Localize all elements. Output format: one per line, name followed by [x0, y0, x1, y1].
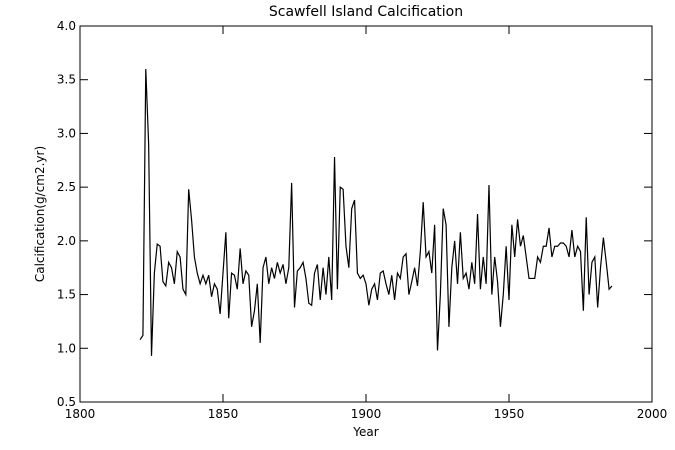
x-tick-label: 1800 [65, 407, 96, 421]
y-tick-label: 1.0 [57, 341, 76, 355]
x-tick-label: 1900 [351, 407, 382, 421]
y-tick-label: 3.5 [57, 73, 76, 87]
data-line [139, 68, 613, 356]
x-tick-label: 1950 [494, 407, 525, 421]
x-axis-label: Year [352, 425, 378, 439]
x-tick-label: 2000 [637, 407, 668, 421]
x-tick-label: 1850 [208, 407, 239, 421]
y-tick-label: 2.5 [57, 180, 76, 194]
y-tick-label: 1.5 [57, 288, 76, 302]
y-tick-label: 3.0 [57, 126, 76, 140]
y-tick-label: 2.0 [57, 234, 76, 248]
chart-title: Scawfell Island Calcification [269, 4, 463, 20]
y-tick-label: 4.0 [57, 19, 76, 33]
y-axis-label: Calcification(g/cm2.yr) [33, 146, 47, 282]
y-tick-label: 0.5 [57, 395, 76, 409]
